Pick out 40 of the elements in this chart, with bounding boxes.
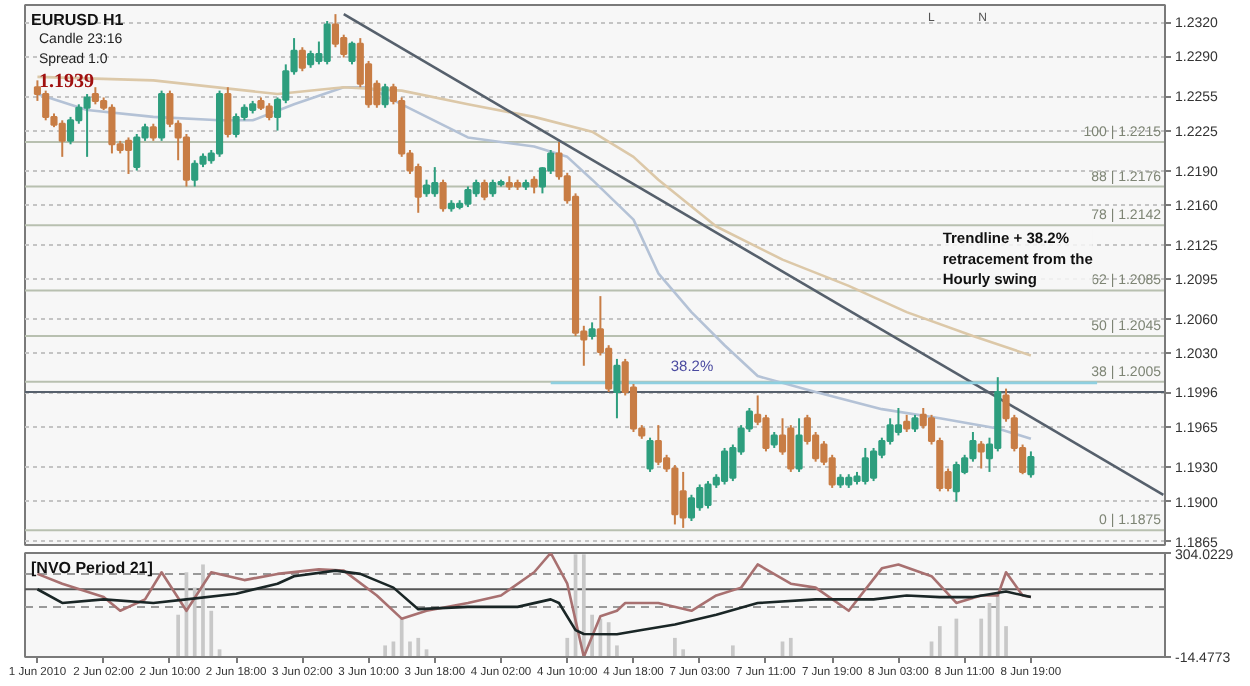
line-series bbox=[36, 553, 1033, 657]
annotation: 1.1939 bbox=[39, 71, 94, 93]
candlestick bbox=[348, 40, 356, 66]
candlestick bbox=[431, 166, 439, 198]
candlestick bbox=[224, 86, 232, 139]
candlestick bbox=[894, 407, 902, 437]
candlestick bbox=[83, 93, 91, 158]
candlestick bbox=[696, 483, 704, 512]
candlestick bbox=[787, 424, 795, 473]
candlestick bbox=[704, 480, 712, 510]
candlestick bbox=[232, 112, 240, 139]
candlestick bbox=[952, 460, 960, 503]
candlestick bbox=[439, 178, 447, 213]
candlestick bbox=[654, 424, 662, 467]
candlestick bbox=[721, 446, 729, 486]
candlestick bbox=[191, 159, 199, 188]
candlestick bbox=[687, 493, 696, 523]
candlestick bbox=[124, 136, 133, 175]
candlestick bbox=[158, 89, 166, 142]
candlestick bbox=[323, 19, 331, 66]
candlestick bbox=[1027, 450, 1035, 479]
candlestick bbox=[108, 103, 116, 155]
candlestick bbox=[646, 436, 654, 473]
chart-title: [NVO Period 21] bbox=[31, 559, 154, 577]
candlestick bbox=[977, 440, 985, 470]
candlestick bbox=[613, 357, 621, 420]
candlestick bbox=[480, 178, 489, 202]
candlestick bbox=[331, 13, 340, 49]
candlestick bbox=[464, 185, 472, 209]
candlestick bbox=[298, 46, 306, 73]
candlestick bbox=[42, 89, 50, 122]
candlestick bbox=[679, 470, 687, 529]
candlestick bbox=[58, 119, 66, 158]
candlestick bbox=[861, 446, 869, 486]
candlestick bbox=[66, 115, 75, 146]
candlestick bbox=[795, 417, 803, 473]
candlestick bbox=[381, 82, 389, 109]
candlestick bbox=[133, 133, 141, 172]
candlestick bbox=[870, 446, 878, 483]
chart-title: EURUSD H1 bbox=[31, 11, 125, 29]
